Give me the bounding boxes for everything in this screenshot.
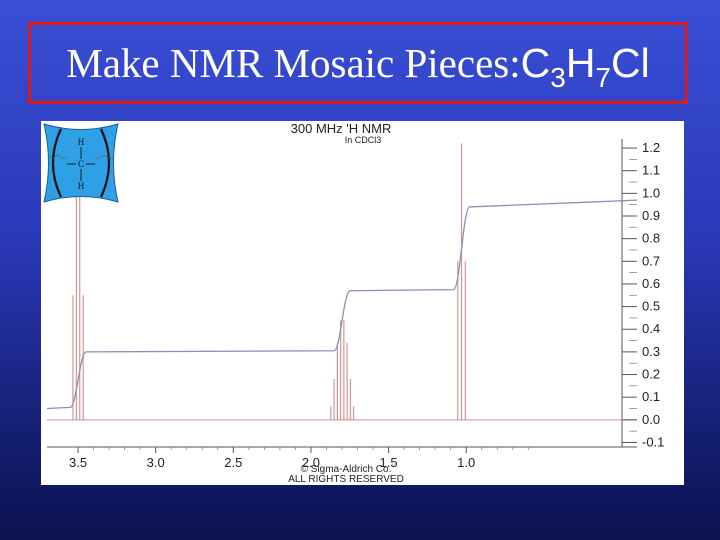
y-tick-label: 1.1: [642, 163, 660, 178]
x-tick-label: 2.5: [224, 455, 242, 470]
formula-carbon-count: 3: [550, 61, 566, 93]
y-tick-label: 0.8: [642, 231, 660, 246]
formula-hydrogen-count: 7: [595, 61, 611, 93]
chart-title: 300 MHz 'H NMR: [291, 121, 392, 136]
x-tick-label: 3.5: [69, 455, 87, 470]
y-tick-label: 0.1: [642, 389, 660, 404]
y-tick-label: 1.2: [642, 140, 660, 155]
x-tick-label: 1.0: [457, 455, 475, 470]
x-axis-ticks: 3.5 3.0 2.5 2.0 1.5 1.0: [69, 447, 529, 470]
y-tick-label: 0.0: [642, 412, 660, 427]
y-tick-label: 0.5: [642, 299, 660, 314]
y-tick-label: 0.4: [642, 321, 660, 336]
y-tick-label: -0.1: [642, 434, 664, 449]
formula-hydrogen: H: [565, 39, 596, 86]
y-tick-label: 0.7: [642, 253, 660, 268]
y-tick-label: 0.9: [642, 208, 660, 223]
x-tick-label: 3.0: [147, 455, 165, 470]
chart-subtitle: In CDCl3: [345, 135, 382, 145]
chemical-formula: C3H7Cl: [520, 39, 650, 92]
y-tick-label: 0.6: [642, 276, 660, 291]
inset-label-h-bottom: H: [78, 181, 85, 191]
inset-right-bracket: [100, 128, 111, 198]
inset-label-c: C: [78, 159, 84, 169]
copyright-line: © Sigma-Aldrich Co.: [301, 464, 392, 475]
y-tick-label: 0.3: [642, 344, 660, 359]
inset-left-bracket: [51, 128, 62, 198]
inset-label-h-top: H: [78, 137, 85, 147]
formula-chlorine: Cl: [611, 39, 650, 86]
inset-wavy-right: [94, 155, 114, 159]
inset-wavy-left: [48, 155, 68, 159]
y-tick-label: 1.0: [642, 185, 660, 200]
inset-background: [43, 123, 119, 203]
spectrum-layer: [47, 143, 637, 421]
x-tick-label: 1.5: [380, 455, 398, 470]
slide-title-text: Make NMR Mosaic Pieces:: [66, 40, 521, 86]
nmr-spectrum-panel: 300 MHz 'H NMR In CDCl3 3.5 3.0 2.5 2.0 1.5 1…: [41, 121, 684, 485]
y-axis-ticks: 1.2 1.1 1.0 0.9 0.8 0.7 0.6 0.5 0.4 0.3 0.2 0.1 0.0 -…: [622, 140, 664, 449]
molecule-inset: H C H: [43, 123, 119, 203]
y-tick-label: 0.2: [642, 367, 660, 382]
slide-title: Make NMR Mosaic Pieces: C3H7Cl: [28, 22, 688, 104]
x-tick-label: 2.0: [302, 455, 320, 470]
formula-carbon: C: [520, 39, 551, 86]
rights-line: ALL RIGHTS RESERVED: [288, 474, 404, 485]
integral-layer: [46, 199, 638, 410]
integral-curve: [46, 199, 638, 410]
nmr-spectrum-chart: 300 MHz 'H NMR In CDCl3 3.5 3.0 2.5 2.0 1.5 1…: [46, 121, 664, 485]
